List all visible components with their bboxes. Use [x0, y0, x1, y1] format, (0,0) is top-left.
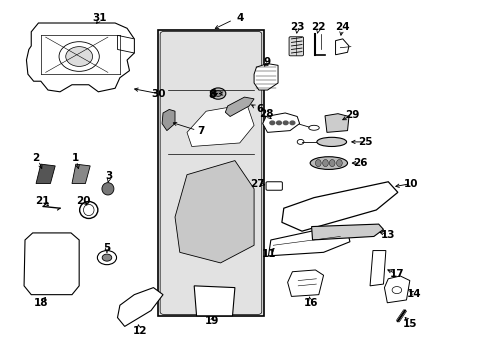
Polygon shape [186, 104, 254, 147]
Text: 10: 10 [403, 179, 418, 189]
Ellipse shape [102, 183, 114, 195]
Text: 23: 23 [289, 22, 304, 32]
Circle shape [59, 42, 99, 71]
Circle shape [210, 88, 225, 99]
FancyBboxPatch shape [265, 182, 282, 190]
Text: 26: 26 [352, 158, 367, 168]
FancyBboxPatch shape [158, 30, 263, 316]
Circle shape [97, 251, 116, 265]
Text: 28: 28 [258, 109, 273, 119]
Polygon shape [194, 286, 234, 316]
Polygon shape [335, 39, 348, 55]
FancyBboxPatch shape [288, 37, 303, 56]
Circle shape [283, 121, 287, 125]
Text: 17: 17 [389, 269, 404, 279]
Circle shape [297, 139, 304, 144]
Text: 24: 24 [335, 22, 349, 32]
Polygon shape [24, 233, 79, 294]
Ellipse shape [308, 125, 319, 130]
Text: 22: 22 [311, 22, 325, 32]
Text: 19: 19 [204, 316, 219, 326]
Text: 15: 15 [402, 319, 416, 329]
Polygon shape [72, 164, 90, 184]
Circle shape [276, 121, 281, 125]
Polygon shape [281, 182, 397, 231]
Polygon shape [162, 109, 175, 131]
Polygon shape [369, 251, 385, 286]
Polygon shape [117, 35, 134, 53]
Text: 4: 4 [236, 13, 243, 23]
Ellipse shape [309, 157, 347, 170]
Text: 27: 27 [250, 179, 264, 189]
Circle shape [289, 121, 294, 125]
Text: 1: 1 [72, 153, 79, 163]
Text: 30: 30 [151, 89, 165, 99]
Text: 13: 13 [380, 230, 395, 240]
Text: 16: 16 [303, 298, 317, 308]
Text: 12: 12 [133, 326, 147, 336]
Polygon shape [287, 270, 323, 296]
Polygon shape [311, 224, 383, 240]
Circle shape [214, 91, 222, 96]
Text: 7: 7 [197, 126, 204, 136]
Ellipse shape [316, 137, 346, 147]
Polygon shape [36, 164, 55, 184]
Polygon shape [175, 161, 254, 263]
Text: 6: 6 [256, 104, 264, 114]
Text: 2: 2 [32, 153, 40, 163]
Text: 9: 9 [264, 57, 270, 67]
Polygon shape [117, 288, 163, 327]
Ellipse shape [315, 159, 321, 167]
Polygon shape [225, 97, 254, 117]
Text: 8: 8 [208, 90, 215, 100]
Polygon shape [268, 231, 349, 256]
Polygon shape [262, 113, 299, 132]
Text: 25: 25 [357, 137, 372, 147]
Polygon shape [26, 23, 134, 92]
Polygon shape [254, 64, 278, 90]
Ellipse shape [328, 159, 334, 167]
Text: 3: 3 [105, 171, 113, 181]
Polygon shape [384, 276, 409, 303]
Circle shape [269, 121, 274, 125]
Text: 21: 21 [35, 196, 49, 206]
Text: 8: 8 [209, 89, 217, 99]
Text: 20: 20 [76, 196, 90, 206]
Text: 31: 31 [92, 13, 107, 23]
Circle shape [102, 254, 112, 261]
Polygon shape [325, 114, 348, 132]
Circle shape [391, 287, 401, 294]
Circle shape [65, 47, 92, 66]
Ellipse shape [322, 159, 328, 167]
Text: 5: 5 [103, 243, 110, 253]
Text: 11: 11 [262, 249, 276, 259]
Text: 14: 14 [407, 289, 421, 298]
Text: 29: 29 [344, 110, 358, 120]
Text: 18: 18 [34, 298, 48, 308]
Ellipse shape [336, 159, 342, 167]
